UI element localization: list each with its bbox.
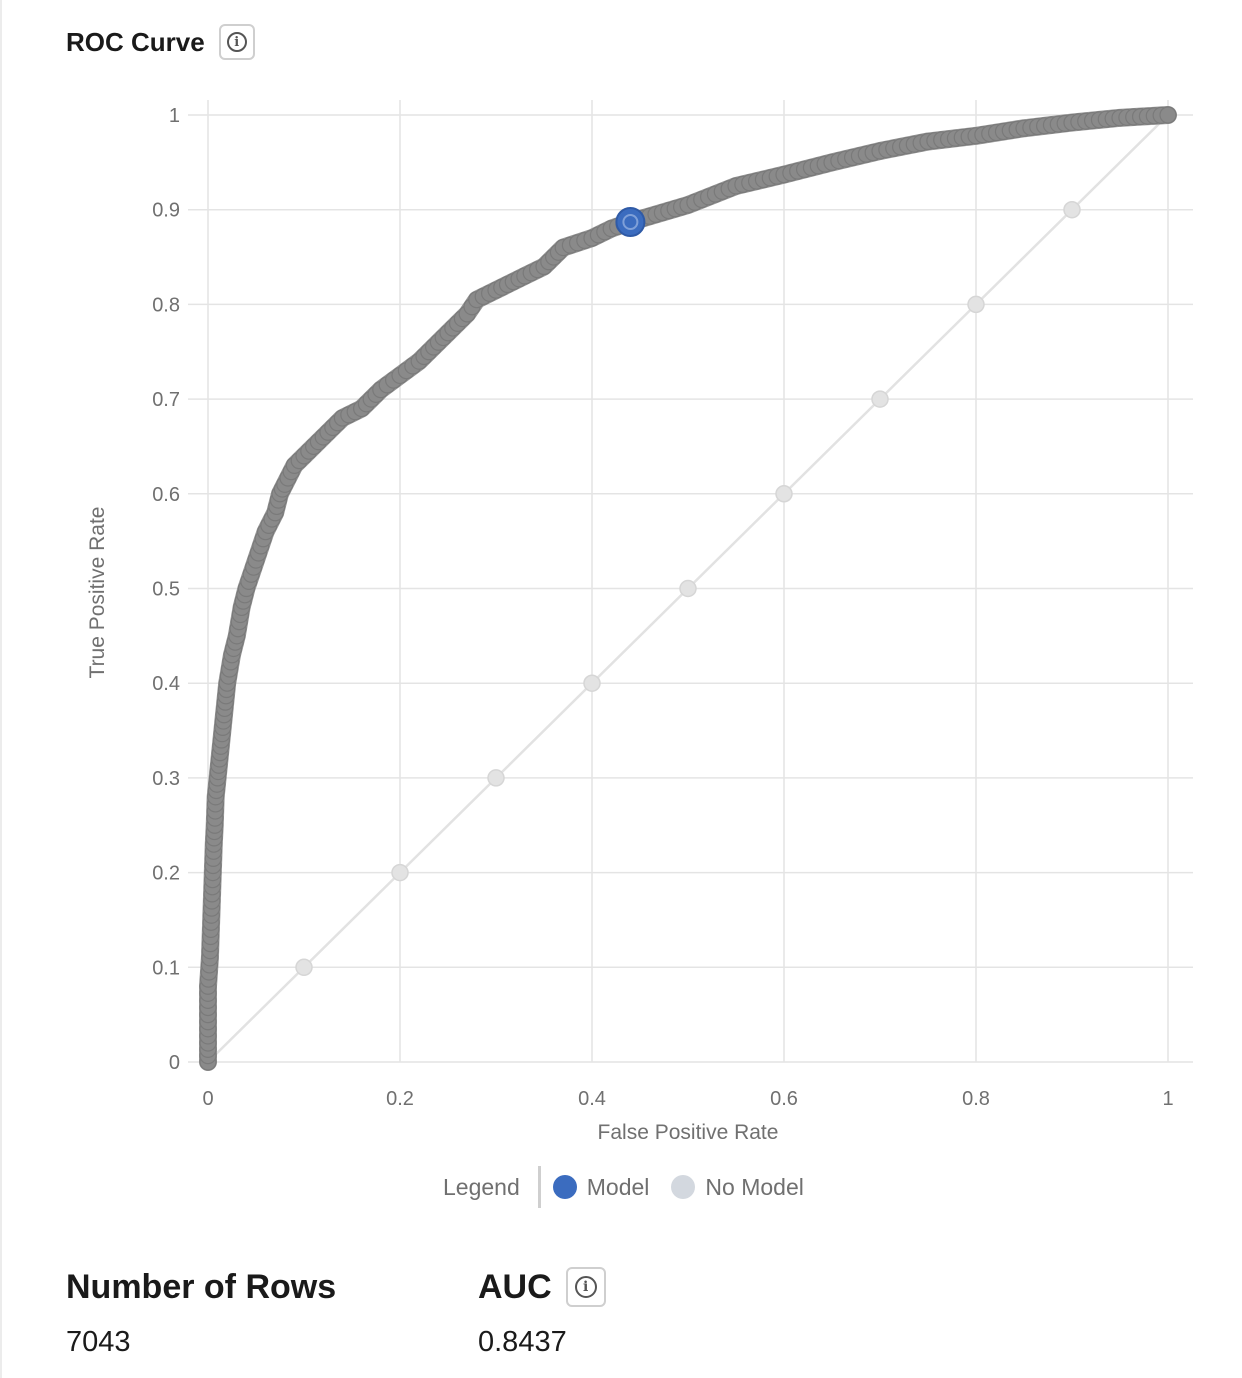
model-point bbox=[1159, 106, 1177, 124]
info-circle-icon: i bbox=[574, 1276, 597, 1298]
x-tick-label: 1 bbox=[1162, 1088, 1173, 1110]
stat-auc: AUC i 0.8437 bbox=[478, 1262, 606, 1359]
x-tick-label: 0.6 bbox=[770, 1088, 798, 1110]
legend-item-model[interactable]: Model bbox=[552, 1173, 650, 1201]
y-tick-label: 0.6 bbox=[152, 484, 180, 506]
chart-title: ROC Curve bbox=[66, 26, 205, 57]
legend-label-model: Model bbox=[586, 1173, 650, 1200]
panel-left-border bbox=[0, 0, 2, 1378]
y-tick-label: 0.8 bbox=[152, 294, 180, 316]
model-highlight-point[interactable] bbox=[615, 207, 646, 238]
stat-number-of-rows: Number of Rows 7043 bbox=[66, 1262, 336, 1359]
no-model-point bbox=[1063, 200, 1081, 219]
x-tick-label: 0.2 bbox=[386, 1088, 414, 1110]
y-tick-label: 1 bbox=[169, 105, 180, 127]
roc-info-button[interactable]: i bbox=[218, 24, 255, 60]
x-tick-label: 0.4 bbox=[578, 1088, 606, 1110]
x-tick-label: 0.8 bbox=[962, 1088, 990, 1110]
auc-value: 0.8437 bbox=[478, 1326, 567, 1358]
auc-info-button[interactable]: i bbox=[565, 1267, 606, 1307]
legend-title: Legend bbox=[443, 1173, 520, 1200]
info-circle-icon: i bbox=[226, 32, 247, 52]
no-model-point bbox=[775, 485, 793, 503]
legend-swatch-no-model bbox=[671, 1175, 696, 1199]
y-axis-title: True Positive Rate bbox=[86, 507, 109, 679]
y-tick-label: 0.3 bbox=[152, 768, 180, 790]
no-model-point bbox=[871, 390, 889, 408]
rows-title: Number of Rows bbox=[66, 1267, 337, 1306]
tick-labels: 0 0.2 0.4 0.6 0.8 1 0 0.1 0.2 0.3 0.4 0.5 0.6 0.7 0.8 0… bbox=[152, 105, 1173, 1110]
x-tick-label: 0 bbox=[202, 1088, 213, 1110]
legend-swatch-model bbox=[552, 1175, 577, 1199]
no-model-point bbox=[487, 769, 505, 787]
model-series bbox=[199, 106, 1177, 1071]
legend-label-no-model: No Model bbox=[705, 1173, 804, 1200]
y-tick-label: 0.4 bbox=[152, 673, 180, 695]
x-axis-title: False Positive Rate bbox=[598, 1121, 779, 1144]
legend-divider bbox=[537, 1166, 541, 1208]
y-tick-label: 0.1 bbox=[152, 957, 180, 979]
model-highlight-ring bbox=[622, 214, 639, 231]
no-model-point bbox=[391, 863, 409, 882]
y-tick-label: 0.7 bbox=[152, 389, 180, 411]
y-tick-label: 0.9 bbox=[152, 200, 180, 222]
y-tick-label: 0 bbox=[169, 1052, 180, 1074]
legend: Legend Model No Model bbox=[443, 1164, 826, 1210]
chart-header: ROC Curve i bbox=[66, 22, 255, 62]
rows-value: 7043 bbox=[66, 1326, 131, 1358]
no-model-point bbox=[295, 958, 313, 977]
legend-item-no-model[interactable]: No Model bbox=[671, 1173, 804, 1201]
y-tick-label: 0.5 bbox=[152, 579, 180, 601]
y-tick-label: 0.2 bbox=[152, 863, 180, 885]
no-model-point bbox=[679, 579, 697, 598]
no-model-point bbox=[583, 674, 601, 692]
no-model-point bbox=[967, 295, 985, 314]
roc-chart: 0 0.2 0.4 0.6 0.8 1 0 0.1 0.2 0.3 0.4 0.5 0.6 0.7 0.8 0… bbox=[86, 100, 1193, 1144]
auc-title: AUC bbox=[478, 1267, 552, 1306]
